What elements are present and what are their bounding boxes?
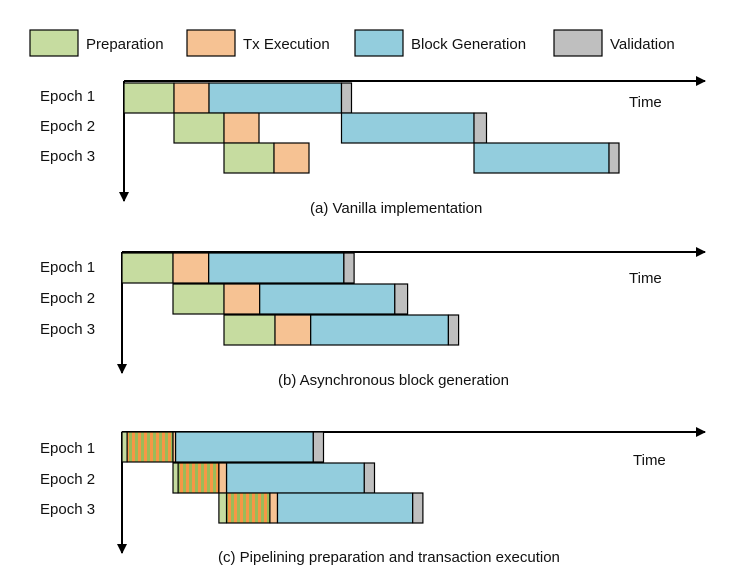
validation-segment	[340, 82, 353, 114]
block-generation-segment	[226, 462, 365, 494]
panel-c: Time Epoch 1 Epoch 2 Epoch 3 (c) Pipelin…	[40, 427, 706, 566]
validation-segment	[412, 492, 424, 524]
legend-swatch-block-generation	[354, 29, 404, 57]
preparation-segment	[123, 82, 175, 114]
legend-swatch-validation	[553, 29, 603, 57]
pipelined-prep-tx-segment	[126, 431, 174, 463]
panel-b: Time Epoch 1 Epoch 2 Epoch 3 (b) Asynchr…	[40, 247, 706, 389]
legend-label-block-generation: Block Generation	[411, 36, 526, 53]
validation-segment	[473, 112, 488, 144]
panel-caption: (c) Pipelining preparation and transacti…	[218, 549, 560, 566]
validation-segment	[312, 431, 325, 463]
preparation-segment	[173, 112, 225, 144]
preparation-segment	[223, 314, 276, 346]
epoch-label: Epoch 2	[40, 290, 95, 307]
tx-execution-segment	[274, 314, 312, 346]
preparation-segment	[121, 252, 174, 284]
tx-execution-segment	[273, 142, 310, 174]
block-generation-segment	[276, 492, 414, 524]
panel-a: Time Epoch 1 Epoch 2 Epoch 3 (a) Vanilla…	[40, 76, 706, 217]
legend-label-tx-execution: Tx Execution	[243, 36, 330, 53]
legend-label-preparation: Preparation	[86, 36, 164, 53]
tx-execution-segment	[218, 462, 228, 494]
epoch-label: Epoch 3	[40, 501, 95, 518]
preparation-segment	[218, 492, 228, 524]
epoch-label: Epoch 1	[40, 440, 95, 457]
tx-execution-segment	[223, 112, 260, 144]
block-generation-segment	[473, 142, 610, 174]
block-generation-segment	[259, 283, 396, 315]
panel-caption: (b) Asynchronous block generation	[278, 372, 509, 389]
pipelined-prep-tx-segment	[226, 492, 271, 524]
panel-caption: (a) Vanilla implementation	[310, 200, 482, 217]
validation-segment	[394, 283, 409, 315]
time-label: Time	[633, 452, 666, 469]
validation-segment	[447, 314, 460, 346]
legend-swatch-preparation	[29, 29, 79, 57]
block-generation-segment	[208, 82, 343, 114]
legend-label-validation: Validation	[610, 36, 675, 53]
legend-swatch-tx-execution	[186, 29, 236, 57]
tx-execution-segment	[269, 492, 279, 524]
block-generation-segment	[340, 112, 475, 144]
epoch-label: Epoch 2	[40, 118, 95, 135]
validation-segment	[343, 252, 355, 284]
preparation-segment	[121, 431, 128, 463]
tx-execution-segment	[172, 252, 210, 284]
block-generation-segment	[175, 431, 314, 463]
tx-execution-segment	[173, 82, 210, 114]
epoch-label: Epoch 3	[40, 321, 95, 338]
preparation-segment	[172, 283, 225, 315]
validation-segment	[363, 462, 376, 494]
validation-segment	[608, 142, 620, 174]
preparation-segment	[172, 462, 179, 494]
epoch-label: Epoch 1	[40, 88, 95, 105]
tx-execution-segment	[223, 283, 261, 315]
epoch-label: Epoch 1	[40, 259, 95, 276]
pipelined-prep-tx-segment	[177, 462, 220, 494]
time-label: Time	[629, 270, 662, 287]
time-label: Time	[629, 94, 662, 111]
block-generation-segment	[310, 314, 450, 346]
epoch-label: Epoch 2	[40, 471, 95, 488]
preparation-segment	[223, 142, 275, 174]
epoch-label: Epoch 3	[40, 148, 95, 165]
legend: Preparation Tx Execution Block Generatio…	[29, 29, 675, 57]
block-generation-segment	[208, 252, 345, 284]
